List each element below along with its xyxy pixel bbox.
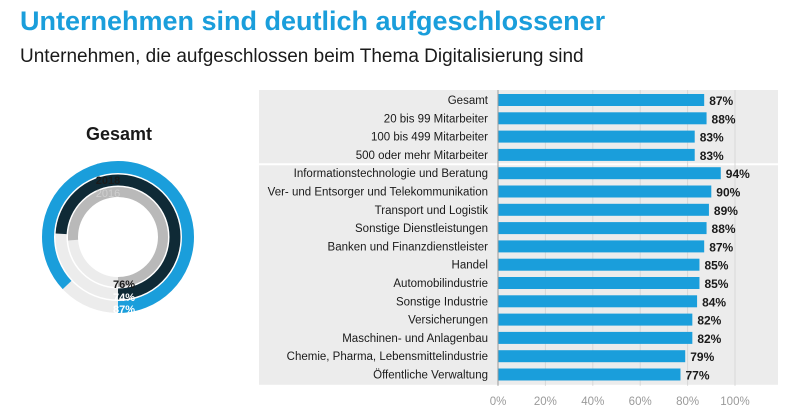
donut-ring-2018 — [55, 174, 181, 300]
legend-year-2018: 2018 — [96, 175, 120, 187]
legend-year-2016: 2016 — [96, 188, 120, 200]
bar-value-label: 85% — [704, 259, 728, 273]
bar — [498, 112, 707, 125]
bar — [498, 222, 707, 235]
category-label: 20 bis 99 Mitarbeiter — [384, 113, 488, 125]
bar — [498, 148, 695, 161]
bar-value-label: 88% — [712, 222, 736, 236]
x-tick-label: 40% — [581, 396, 604, 408]
bar — [498, 350, 686, 363]
bar-value-label: 77% — [685, 369, 709, 383]
bar-value-label: 83% — [700, 149, 724, 163]
category-label: Maschinen- und Anlagenbau — [342, 333, 488, 345]
legend-year-2020: 2020 — [96, 162, 120, 174]
bar-value-label: 87% — [709, 240, 733, 254]
category-label: Handel — [452, 260, 488, 272]
category-label: Öffentliche Verwaltung — [373, 370, 488, 382]
bar-value-label: 84% — [702, 295, 726, 309]
x-tick-label: 60% — [629, 396, 652, 408]
bar-value-label: 87% — [709, 94, 733, 108]
category-label: Transport und Logistik — [375, 205, 489, 217]
bar-value-label: 82% — [697, 332, 721, 346]
bar — [498, 130, 695, 143]
category-label: Sonstige Dienstleistungen — [355, 223, 488, 235]
category-label: Gesamt — [448, 95, 489, 107]
category-label: Ver- und Entsorger und Telekommunikation — [268, 187, 488, 199]
bar — [498, 167, 721, 180]
bar-value-label: 90% — [716, 186, 740, 200]
bar — [498, 185, 712, 198]
bar — [498, 94, 705, 106]
bar — [498, 258, 700, 271]
donut-ring-2016 — [68, 187, 168, 287]
bar — [498, 240, 705, 253]
donut-value-label: 87% — [113, 304, 135, 316]
x-tick-label: 100% — [720, 396, 749, 408]
bar-value-label: 79% — [690, 350, 714, 364]
bar-value-label: 85% — [704, 277, 728, 291]
category-label: Versicherungen — [408, 315, 488, 327]
donut-value-label: 76% — [113, 279, 135, 291]
donut-value-label: 74% — [113, 292, 135, 304]
bar — [498, 313, 693, 326]
bar-value-label: 89% — [714, 204, 738, 218]
x-tick-label: 80% — [676, 396, 699, 408]
x-tick-label: 20% — [534, 396, 557, 408]
category-label: Sonstige Industrie — [396, 296, 488, 308]
category-label: 500 oder mehr Mitarbeiter — [356, 150, 488, 162]
page-subtitle: Unternehmen, die aufgeschlossen beim The… — [20, 46, 584, 67]
page-title: Unternehmen sind deutlich aufgeschlossen… — [20, 6, 606, 36]
bar — [498, 295, 698, 308]
x-tick-label: 0% — [490, 396, 507, 408]
bar-value-label: 88% — [712, 112, 736, 126]
donut-ring-2020 — [42, 161, 194, 313]
bar-value-label: 94% — [726, 167, 750, 181]
group-panel-2 — [259, 163, 778, 385]
category-label: Automobilindustrie — [393, 278, 488, 290]
bar-value-label: 83% — [700, 131, 724, 145]
bar — [498, 368, 681, 381]
category-label: 100 bis 499 Mitarbeiter — [371, 132, 488, 144]
bar-value-label: 82% — [697, 314, 721, 328]
donut-title: Gesamt — [85, 124, 153, 144]
category-label: Banken und Finanzdienstleister — [328, 241, 489, 253]
category-label: Chemie, Pharma, Lebensmittelindustrie — [287, 351, 488, 363]
bar — [498, 203, 709, 216]
bar — [498, 277, 700, 289]
category-label: Informationstechnologie und Beratung — [294, 168, 488, 180]
bar — [498, 331, 693, 344]
